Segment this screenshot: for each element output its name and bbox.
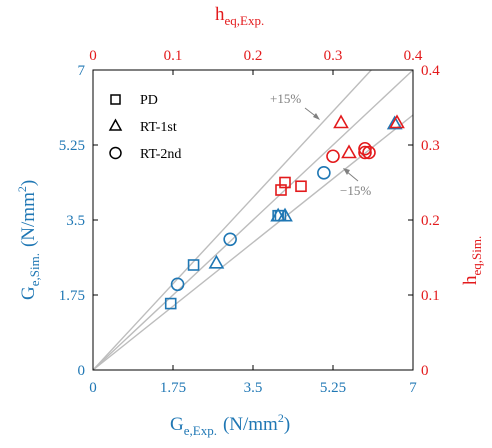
data-point-triangle: [389, 114, 405, 129]
data-point-square: [275, 184, 287, 196]
x-top-tick-label: 0.3: [324, 48, 343, 64]
x-top-tick-label: 0.1: [164, 48, 183, 64]
x-bottom-tick-label: 3.5: [244, 380, 263, 396]
y-left-tick-label: 0: [78, 363, 86, 379]
y-right-tick-label: 0.3: [421, 138, 440, 154]
x-bottom-label: Ge,Exp. (N/mm2): [170, 411, 290, 438]
reference-line-0: [92, 69, 372, 371]
x-top-tick-label: 0.2: [244, 48, 263, 64]
y-right-tick-label: 0.4: [421, 63, 440, 79]
data-point-circle: [326, 149, 340, 164]
x-bottom-tick-label: 5.25: [320, 380, 346, 396]
data-point-square: [295, 180, 307, 193]
x-top-tick-label: 0: [89, 48, 97, 64]
data-point-circle: [223, 232, 237, 247]
y-right-tick-label: 0: [421, 363, 429, 379]
legend-label-rt2: RT-2nd: [140, 147, 181, 162]
data-point-circle: [362, 145, 376, 160]
reference-lines: [92, 69, 414, 371]
legend: PD RT-1st RT-2nd: [108, 93, 181, 162]
x-top-label: heq,Exp.: [215, 4, 264, 28]
annotation-plus15-arrowhead: [313, 113, 320, 120]
data-point-square: [164, 297, 177, 310]
data-point-circle: [358, 141, 372, 156]
reference-line-1: [92, 69, 414, 371]
x-top-tick-label: 0.4: [404, 48, 423, 64]
legend-label-rt1: RT-1st: [140, 120, 177, 135]
y-left-label: Ge,Sim.(N/mm2): [15, 180, 42, 300]
y-right-label: heq,Sim.: [460, 236, 484, 285]
data-point-triangle: [333, 114, 349, 129]
data-point-circle: [317, 166, 331, 180]
legend-marker-triangle: [108, 118, 123, 131]
data-point-triangle: [208, 254, 225, 269]
data-point-triangle: [386, 115, 403, 130]
x-bottom-tick-label: 7: [409, 380, 417, 396]
annotation-minus15-arrowhead: [343, 168, 350, 175]
reference-line-2: [92, 114, 414, 371]
annotation-minus15: −15%: [340, 183, 371, 198]
y-left-tick-label: 7: [78, 63, 86, 79]
y-left-tick-label: 1.75: [59, 288, 85, 304]
data-point-triangle: [277, 207, 293, 222]
data-point-square: [279, 176, 291, 189]
x-bottom-tick-label: 1.75: [160, 380, 186, 396]
axes: 0 1.75 3.5 5.25 70 0.1 0.2 0.3 0.401.753.55.2570…: [59, 48, 441, 396]
y-right-tick-label: 0.1: [421, 288, 440, 304]
x-bottom-tick-label: 0: [89, 380, 97, 396]
data-point-circle: [170, 277, 185, 292]
data-points: [164, 114, 405, 310]
data-point-circle: [358, 145, 372, 160]
legend-label-pd: PD: [140, 93, 158, 108]
annotation-plus15: +15%: [270, 91, 301, 106]
y-left-tick-label: 3.5: [66, 213, 85, 229]
y-right-tick-label: 0.2: [421, 213, 440, 229]
legend-marker-circle: [109, 146, 122, 160]
legend-marker-square: [110, 94, 121, 105]
data-point-triangle: [341, 144, 357, 159]
data-point-square: [187, 259, 200, 271]
y-left-tick-label: 5.25: [59, 138, 85, 154]
